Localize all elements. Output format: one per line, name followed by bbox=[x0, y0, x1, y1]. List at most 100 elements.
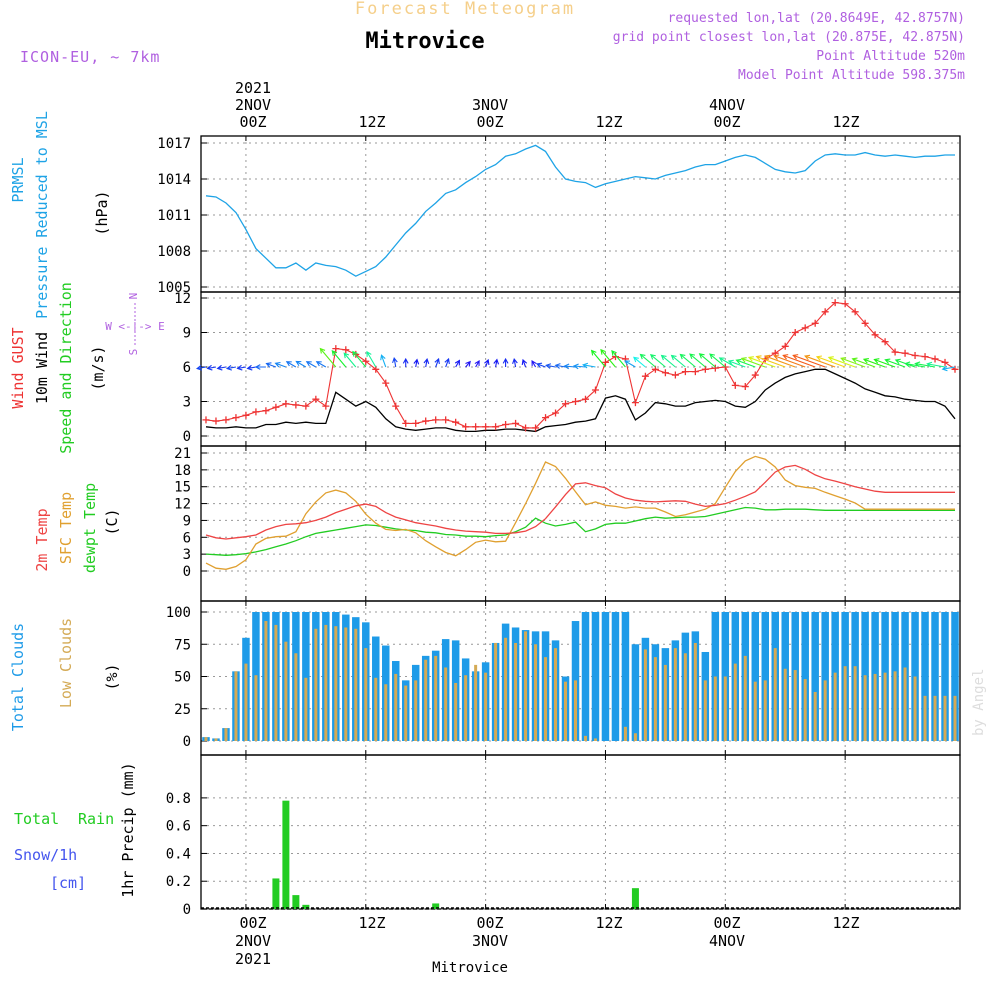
wind-direction-arrow bbox=[764, 354, 796, 368]
clouds-ytick-label: 50 bbox=[174, 670, 191, 686]
wind-direction-arrow bbox=[740, 357, 766, 368]
pressure-ytick-label: 1008 bbox=[157, 244, 191, 260]
model-label: ICON-EU, ~ 7km bbox=[20, 48, 160, 66]
total-cloud-bar bbox=[761, 612, 770, 741]
wind-gust-marker bbox=[831, 299, 839, 307]
wind-10m-label: 10m Wind bbox=[33, 332, 51, 404]
wind-direction-arrow bbox=[319, 347, 337, 368]
wind-direction-arrow bbox=[718, 357, 736, 368]
top-label-hour: 00Z bbox=[239, 113, 266, 131]
wind-gust-marker bbox=[462, 423, 470, 431]
bottom-label-hour: 00Z bbox=[476, 914, 503, 932]
low-cloud-bar bbox=[304, 677, 308, 741]
low-cloud-bar bbox=[534, 644, 538, 741]
low-cloud-bar bbox=[564, 681, 568, 741]
wind-direction-arrow bbox=[611, 350, 626, 368]
low-cloud-bar bbox=[554, 648, 558, 741]
wind-gust-marker bbox=[272, 403, 280, 411]
low-cloud-bar bbox=[843, 666, 847, 741]
low-cloud-bar bbox=[394, 673, 398, 741]
wind-direction-arrow bbox=[804, 354, 836, 368]
wind-gust-marker bbox=[532, 424, 540, 432]
wind-gust-marker bbox=[422, 417, 430, 425]
wind-gust-marker bbox=[851, 308, 859, 316]
low-cloud-bar bbox=[743, 655, 747, 741]
wind-direction-arrow bbox=[851, 357, 876, 368]
clouds-units: (%) bbox=[103, 663, 121, 690]
wind-direction-arrow bbox=[254, 364, 266, 370]
wind-direction-arrow bbox=[649, 354, 666, 368]
credit-watermark: by Angel bbox=[971, 669, 987, 736]
wind-direction-arrow bbox=[366, 350, 377, 368]
wind-gust-marker bbox=[751, 371, 759, 379]
chart-title: Mitrovice bbox=[365, 29, 484, 54]
wind-gust-marker bbox=[312, 395, 320, 403]
low-cloud-bar bbox=[863, 675, 867, 741]
pressure-ytick-label: 1017 bbox=[157, 136, 191, 152]
rain-bar bbox=[272, 878, 280, 909]
wind-direction-arrow bbox=[285, 361, 297, 368]
wind-direction-arrow bbox=[941, 365, 956, 372]
wind-gust-marker bbox=[342, 346, 350, 354]
bottom-label-day: 2NOV bbox=[235, 932, 271, 950]
wind-direction-arrow bbox=[709, 353, 726, 368]
temp-ytick-label: 0 bbox=[183, 564, 191, 580]
pressure-panel-labels: PRMSL Pressure Reduced to MSL (hPa) bbox=[9, 111, 111, 319]
clouds-ytick-label: 100 bbox=[166, 605, 191, 621]
wind-direction-arrow bbox=[554, 363, 566, 369]
wind-gust-marker bbox=[941, 358, 949, 366]
low-cloud-bar bbox=[504, 637, 508, 741]
total-cloud-bar bbox=[821, 612, 829, 741]
wind-direction-arrow bbox=[392, 357, 398, 368]
low-cloud-bar bbox=[793, 670, 797, 741]
wind-gust-marker bbox=[332, 345, 340, 353]
wind-direction-arrow bbox=[660, 354, 676, 368]
low-cloud-bar bbox=[294, 653, 298, 741]
pressure-ytick-label: 1014 bbox=[157, 172, 191, 188]
wind-gust-marker bbox=[442, 416, 450, 424]
super-title: Forecast Meteogram bbox=[355, 0, 575, 19]
total-cloud-bar bbox=[621, 612, 630, 741]
top-label-hour: 00Z bbox=[713, 113, 740, 131]
low-cloud-bar bbox=[464, 675, 468, 741]
low-cloud-bar bbox=[424, 659, 428, 741]
precip-cm-label: [cm] bbox=[50, 874, 86, 892]
low-cloud-bar bbox=[514, 642, 518, 741]
wind-direction-arrow bbox=[782, 354, 816, 368]
wind-gust-marker bbox=[711, 364, 719, 372]
low-cloud-bar bbox=[574, 680, 578, 741]
wind-gust-marker bbox=[242, 411, 250, 419]
wind-gust-marker bbox=[921, 353, 929, 361]
low-cloud-bar bbox=[723, 676, 727, 741]
low-cloud-bar bbox=[873, 673, 877, 741]
low-cloud-bar bbox=[643, 649, 647, 741]
low-cloud-bar bbox=[623, 726, 627, 741]
temp-units: (C) bbox=[103, 508, 121, 535]
wind-gust-marker bbox=[841, 300, 849, 308]
wind-direction-arrow bbox=[216, 364, 227, 371]
low-cloud-bar bbox=[374, 677, 378, 741]
precip-total-label: Total bbox=[14, 810, 59, 828]
low-cloud-bar bbox=[494, 642, 498, 741]
top-label-day: 4NOV bbox=[709, 96, 745, 114]
wind-gust-marker bbox=[282, 400, 290, 408]
wind-gust-marker bbox=[302, 402, 310, 410]
wind-gust-marker bbox=[881, 338, 889, 346]
low-cloud-bar bbox=[713, 676, 717, 741]
low-cloud-bar bbox=[833, 672, 837, 741]
compass-n: N bbox=[127, 293, 140, 300]
wind-ytick-label: 6 bbox=[183, 360, 191, 376]
wind-gust-marker bbox=[502, 421, 510, 428]
wind-speed-line bbox=[205, 368, 956, 433]
wind-direction-arrow bbox=[904, 361, 926, 368]
model-point-altitude: Model Point Altitude 598.375m bbox=[738, 68, 965, 83]
wind-ytick-label: 12 bbox=[174, 291, 191, 307]
wind-direction-arrow bbox=[624, 360, 636, 368]
precip-panel-labels: Total Rain Snow/1h [cm] 1hr Precip (mm) bbox=[14, 762, 137, 897]
wind-gust-marker bbox=[382, 379, 390, 387]
wind-gust-marker bbox=[412, 419, 420, 427]
wind-gust-marker bbox=[202, 416, 210, 424]
low-cloud-bar bbox=[803, 679, 807, 741]
wind-panel: 12 9 6 3 0 bbox=[174, 291, 961, 447]
low-cloud-bar bbox=[763, 680, 767, 741]
